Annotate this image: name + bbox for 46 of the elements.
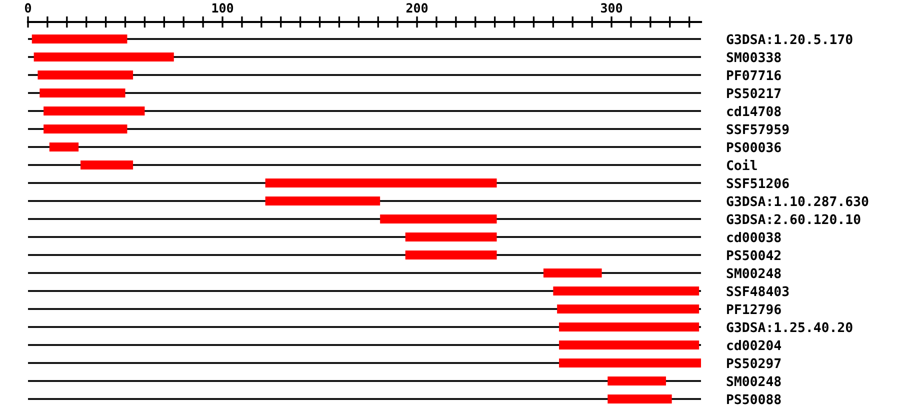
bar	[380, 214, 497, 224]
bar	[559, 358, 701, 368]
x-tick-label: 200	[406, 3, 428, 13]
y-tick-label: cd00204	[727, 340, 782, 350]
bar	[559, 340, 700, 350]
bar	[40, 88, 126, 98]
y-tick-label: PF07716	[727, 70, 781, 80]
y-tick-label: PS00036	[727, 142, 781, 152]
bar	[38, 70, 134, 80]
y-tick-label: cd00038	[727, 232, 781, 242]
bar	[44, 124, 128, 134]
bar	[553, 286, 700, 296]
y-tick-label: G3DSA:2.60.120.10	[726, 214, 860, 224]
bar	[557, 304, 700, 314]
y-tick-label: PF12796	[727, 304, 781, 314]
x-tick-label: 100	[212, 3, 234, 13]
bar	[34, 52, 174, 62]
bar	[405, 250, 497, 260]
y-tick-label: cd14708	[727, 106, 781, 116]
y-tick-label: PS50297	[727, 358, 781, 368]
x-tick-label: 300	[601, 3, 622, 13]
bar	[559, 322, 700, 332]
bar	[80, 160, 134, 170]
y-tick-label: SM00248	[726, 268, 781, 278]
bar	[608, 376, 666, 386]
bar	[405, 232, 497, 242]
y-tick-label: SSF51206	[726, 178, 789, 188]
bar	[44, 106, 145, 116]
y-tick-label: PS50217	[727, 88, 781, 98]
y-tick-label: PS50088	[727, 394, 781, 404]
y-tick-label: PS50042	[727, 250, 781, 260]
bar	[265, 196, 380, 206]
bar	[49, 142, 79, 152]
y-tick-label: SSF48403	[726, 286, 789, 296]
bar	[543, 268, 602, 278]
y-tick-label: G3DSA:1.10.287.630	[726, 196, 868, 206]
x-tick-label: 0	[24, 3, 32, 13]
y-tick-label: Coil	[726, 159, 757, 170]
y-tick-label: SM00248	[726, 376, 781, 386]
y-tick-label: SSF57959	[726, 124, 789, 134]
bar	[32, 34, 128, 44]
y-tick-label: SM00338	[726, 52, 781, 62]
y-tick-label: G3DSA:1.20.5.170	[726, 34, 852, 44]
y-tick-label: G3DSA:1.25.40.20	[726, 322, 852, 332]
bar	[608, 394, 672, 404]
bar	[265, 178, 497, 188]
